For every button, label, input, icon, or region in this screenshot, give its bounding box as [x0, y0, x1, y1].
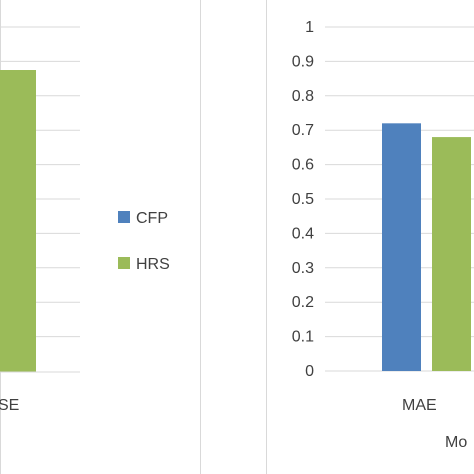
right-y-axis-ticks: 0 0.1 0.2 0.3 0.4 0.5 0.6 0.7 0.8 0.9 1: [292, 19, 314, 380]
right-category-label: MAE: [402, 397, 437, 414]
right-y-tick-label: 0: [305, 363, 314, 380]
right-bars: [382, 123, 471, 371]
right-y-tick-label: 0.7: [292, 122, 314, 139]
right-chart-panel: 0 0.1 0.2 0.3 0.4 0.5 0.6 0.7 0.8 0.9 1 MAE Mo: [266, 0, 474, 474]
right-y-tick-label: 0.4: [292, 225, 314, 242]
right-x-axis-title: Mo: [445, 434, 467, 451]
legend-swatch-hrs: [118, 257, 130, 269]
left-category-label: SE: [0, 397, 19, 414]
right-y-tick-label: 0.2: [292, 294, 314, 311]
legend-label-cfp: CFP: [136, 210, 168, 227]
right-y-tick-label: 0.8: [292, 88, 314, 105]
right-bar-cfp: [382, 123, 421, 371]
legend: CFP HRS: [118, 210, 170, 273]
right-y-tick-label: 0.3: [292, 260, 314, 277]
left-chart-panel: SE: [0, 0, 201, 474]
right-y-tick-label: 0.5: [292, 191, 314, 208]
legend-swatch-cfp: [118, 211, 130, 223]
left-bar-hrs: [0, 70, 36, 372]
right-y-tick-label: 0.9: [292, 53, 314, 70]
right-y-tick-label: 0.6: [292, 157, 314, 174]
right-y-tick-label: 1: [305, 19, 314, 36]
legend-label-hrs: HRS: [136, 256, 170, 273]
right-y-tick-label: 0.1: [292, 329, 314, 346]
right-bar-hrs: [432, 137, 471, 371]
